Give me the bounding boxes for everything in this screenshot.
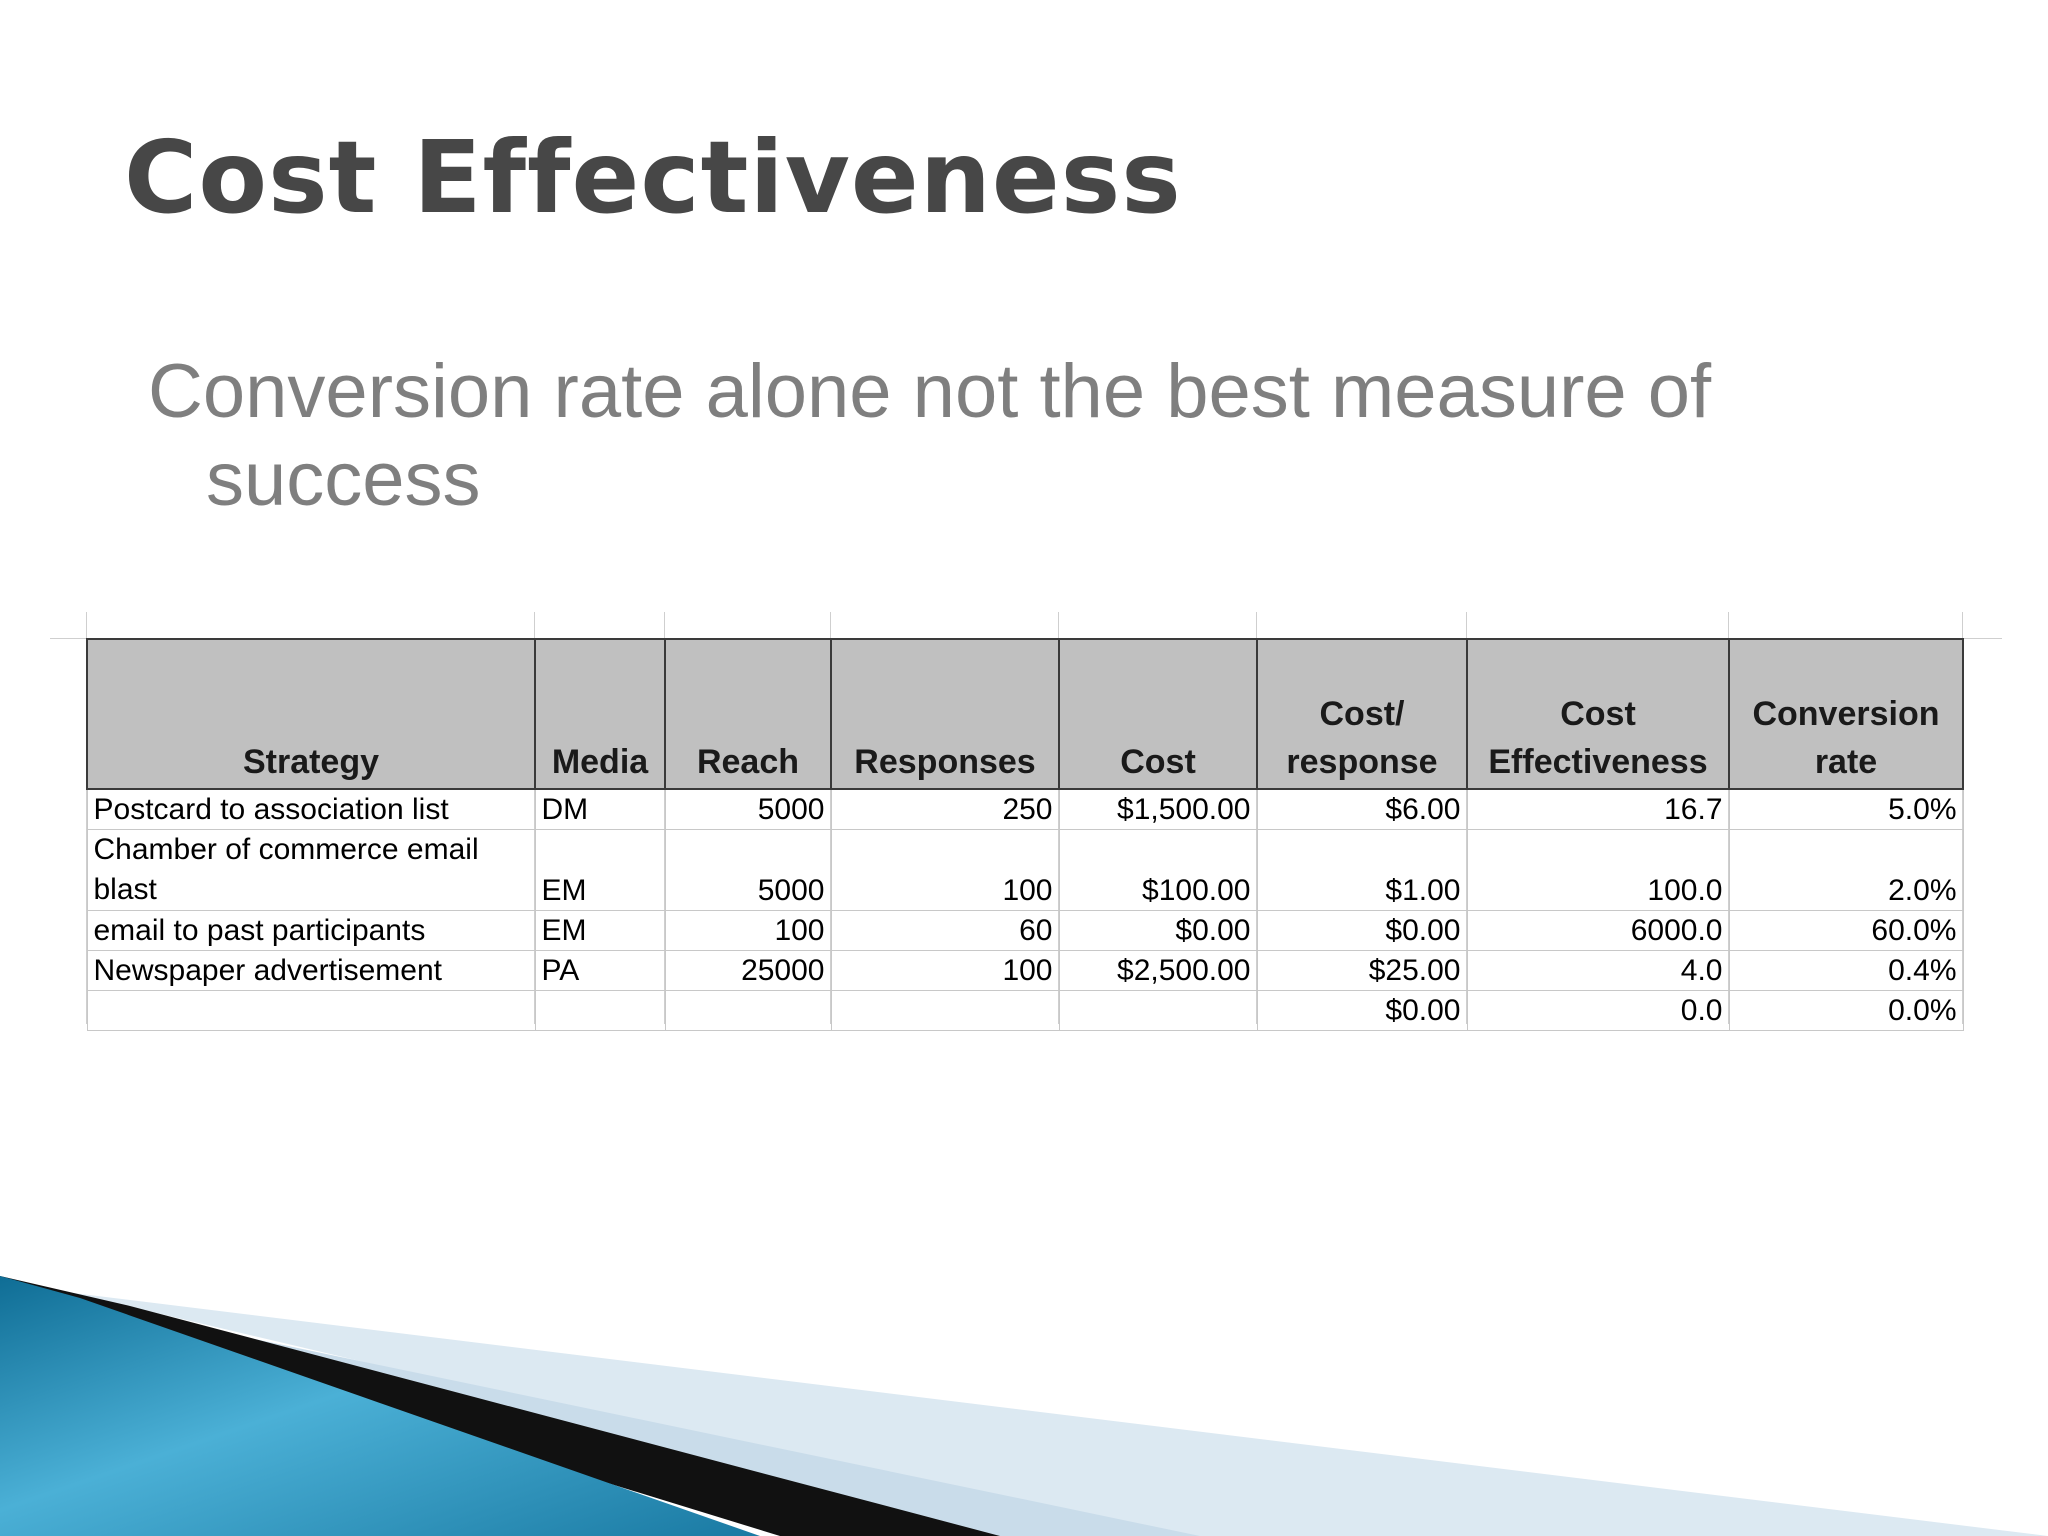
decorative-swoosh <box>0 1276 2048 1536</box>
cell-media <box>534 990 666 1031</box>
header-cost-per-response: Cost/ response <box>1256 638 1468 790</box>
cell-reach: 5000 <box>664 829 832 911</box>
cell-strategy: Newspaper advertisement <box>86 950 536 991</box>
cell-cost: $0.00 <box>1058 910 1258 951</box>
cell-media: EM <box>534 910 666 951</box>
cell-cost-per-response: $1.00 <box>1256 829 1468 911</box>
bullet-text: Conversion rate alone not the best measu… <box>148 348 1848 524</box>
cell-media: EM <box>534 829 666 911</box>
cell-conversion-rate: 0.4% <box>1728 950 1964 991</box>
cell-responses <box>830 990 1060 1031</box>
cell-media: DM <box>534 788 666 830</box>
table-row: Chamber of commerce email blast EM 5000 … <box>86 829 1964 911</box>
header-responses: Responses <box>830 638 1060 790</box>
table-row: Newspaper advertisement PA 25000 100 $2,… <box>86 950 1964 991</box>
cell-strategy: Chamber of commerce email blast <box>86 829 536 911</box>
header-conversion-rate: Conversion rate <box>1728 638 1964 790</box>
cell-reach: 100 <box>664 910 832 951</box>
header-reach: Reach <box>664 638 832 790</box>
cell-cost-per-response: $0.00 <box>1256 910 1468 951</box>
cell-conversion-rate: 2.0% <box>1728 829 1964 911</box>
cell-conversion-rate: 5.0% <box>1728 788 1964 830</box>
cell-cost-effectiveness: 16.7 <box>1466 788 1730 830</box>
bullet-line-2: success <box>206 437 481 522</box>
header-strategy: Strategy <box>86 638 536 790</box>
header-row: Strategy Media Reach Responses Cost Cost… <box>86 638 1964 790</box>
cell-conversion-rate: 0.0% <box>1728 990 1964 1031</box>
cell-cost-effectiveness: 100.0 <box>1466 829 1730 911</box>
cell-reach <box>664 990 832 1031</box>
slide-title: Cost Effectiveness <box>124 119 1182 236</box>
bullet-line-1: Conversion rate alone not the best measu… <box>148 349 1712 434</box>
cell-cost-per-response: $25.00 <box>1256 950 1468 991</box>
table-row: Postcard to association list DM 5000 250… <box>86 788 1964 830</box>
cell-media: PA <box>534 950 666 991</box>
swoosh-black-band <box>0 1276 1000 1536</box>
cell-cost: $2,500.00 <box>1058 950 1258 991</box>
cell-strategy <box>86 990 536 1031</box>
header-cost: Cost <box>1058 638 1258 790</box>
cell-conversion-rate: 60.0% <box>1728 910 1964 951</box>
swoosh-blue-band <box>0 1276 760 1536</box>
cell-cost-effectiveness: 4.0 <box>1466 950 1730 991</box>
cell-cost-effectiveness: 0.0 <box>1466 990 1730 1031</box>
cell-responses: 60 <box>830 910 1060 951</box>
table-row: email to past participants EM 100 60 $0.… <box>86 910 1964 951</box>
cell-cost-per-response: $0.00 <box>1256 990 1468 1031</box>
header-cost-effectiveness: Cost Effectiveness <box>1466 638 1730 790</box>
cell-strategy: Postcard to association list <box>86 788 536 830</box>
spreadsheet-image: Strategy Media Reach Responses Cost Cost… <box>50 612 2002 1031</box>
cell-cost-per-response: $6.00 <box>1256 788 1468 830</box>
cell-cost <box>1058 990 1258 1031</box>
cell-reach: 25000 <box>664 950 832 991</box>
cell-strategy: email to past participants <box>86 910 536 951</box>
cost-effectiveness-table: Strategy Media Reach Responses Cost Cost… <box>86 638 1964 1031</box>
table-row: $0.00 0.0 0.0% <box>86 990 1964 1031</box>
cell-cost-effectiveness: 6000.0 <box>1466 910 1730 951</box>
cell-responses: 250 <box>830 788 1060 830</box>
header-media: Media <box>534 638 666 790</box>
cell-responses: 100 <box>830 950 1060 991</box>
cell-cost: $100.00 <box>1058 829 1258 911</box>
swoosh-light-band <box>0 1276 2048 1536</box>
cell-responses: 100 <box>830 829 1060 911</box>
cell-reach: 5000 <box>664 788 832 830</box>
cell-cost: $1,500.00 <box>1058 788 1258 830</box>
